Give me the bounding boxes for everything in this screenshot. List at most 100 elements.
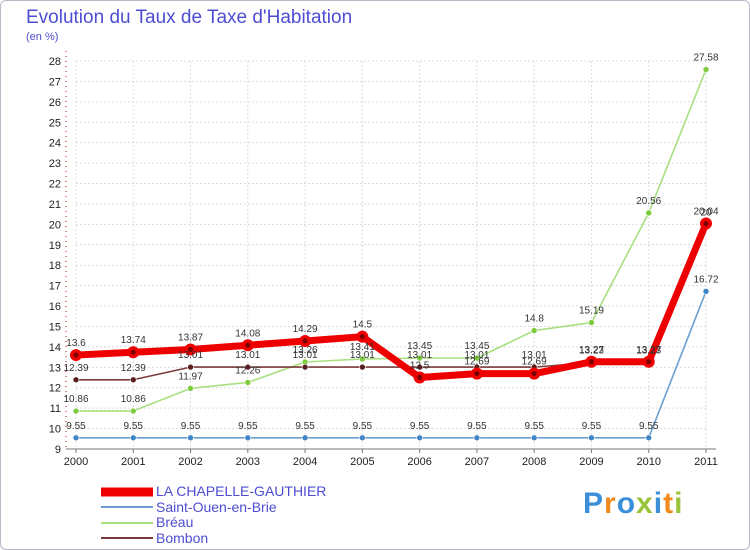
y-tick-label: 22 — [49, 179, 61, 191]
data-point — [129, 407, 137, 415]
series-saint-ouen-en-brie — [72, 288, 710, 442]
data-label: 12.26 — [235, 365, 260, 376]
legend-swatch — [101, 537, 153, 540]
y-tick-label: 15 — [49, 321, 61, 333]
data-point — [588, 319, 595, 326]
data-label: 13.45 — [464, 341, 489, 352]
data-label: 13.27 — [579, 345, 604, 356]
x-tick-label: 2011 — [694, 456, 718, 468]
data-point — [359, 363, 366, 371]
data-label: 20.56 — [636, 196, 661, 207]
legend-label: LA CHAPELLE-GAUTHIER — [156, 483, 327, 499]
y-tick-label: 26 — [49, 97, 61, 109]
data-point — [359, 434, 366, 442]
data-point — [702, 288, 710, 295]
x-tick-label: 2002 — [178, 456, 202, 468]
data-label: 13.01 — [464, 350, 489, 361]
data-point-core — [646, 359, 652, 365]
legend-label: Bréau — [156, 514, 194, 530]
y-tick-label: 19 — [49, 240, 61, 252]
data-label: 9.55 — [353, 421, 373, 432]
axes: 9 10 11 12 13 14 15 16 17 18 19 20 21 22 23 24 25 26 27 28 2… — [49, 51, 718, 468]
logo-letter: o — [616, 487, 637, 520]
y-tick-label: 17 — [49, 281, 61, 293]
data-label: 9.55 — [181, 421, 201, 432]
data-label: 20 — [700, 207, 712, 218]
data-point — [473, 354, 481, 362]
x-tick-label: 2001 — [121, 456, 145, 468]
series-line — [72, 220, 710, 382]
data-point — [301, 434, 309, 442]
data-label: 13.26 — [293, 345, 318, 356]
data-point-core — [703, 221, 709, 227]
data-point-core — [474, 371, 480, 377]
x-tick-label: 2000 — [64, 456, 88, 468]
data-label: 9.55 — [124, 421, 144, 432]
data-point-core — [531, 371, 537, 377]
data-label: 12.69 — [522, 357, 547, 368]
data-label: 9.55 — [295, 421, 315, 432]
x-tick-label: 2008 — [522, 456, 546, 468]
data-point-core — [245, 342, 251, 348]
data-label: 13.01 — [178, 350, 203, 361]
data-label: 13.01 — [235, 350, 260, 361]
data-label: 14.8 — [524, 314, 544, 325]
y-tick-label: 23 — [49, 158, 61, 170]
data-point — [129, 434, 137, 442]
data-point — [129, 376, 137, 384]
data-label: 9.55 — [467, 421, 487, 432]
data-point-core — [302, 338, 308, 344]
y-tick-label: 20 — [49, 219, 61, 231]
y-tick-label: 25 — [49, 117, 61, 129]
proxiti-logo: Proxiti — [583, 487, 683, 521]
logo-letter: i — [653, 487, 664, 520]
data-label: 13.01 — [522, 350, 547, 361]
y-tick-label: 28 — [49, 56, 61, 68]
legend-swatch — [101, 521, 153, 524]
data-label: 12.39 — [63, 363, 88, 374]
data-point — [187, 363, 194, 371]
y-tick-label: 13 — [49, 362, 61, 374]
logo-letter: i — [674, 487, 684, 520]
data-label: 11.97 — [178, 371, 203, 382]
y-tick-label: 14 — [49, 342, 61, 354]
y-tick-label: 16 — [49, 301, 61, 313]
data-label: 14.08 — [235, 328, 260, 339]
data-point — [416, 434, 423, 442]
data-point — [416, 363, 423, 371]
data-point — [702, 66, 710, 73]
y-tick-label: 27 — [49, 76, 61, 88]
y-tick-label: 9 — [55, 444, 61, 456]
data-label: 12.69 — [464, 357, 489, 368]
data-label: 14.29 — [293, 324, 318, 335]
y-tick-label: 24 — [49, 138, 61, 150]
data-label: 9.55 — [582, 421, 602, 432]
grid — [75, 60, 707, 450]
data-label: 12.39 — [121, 363, 146, 374]
data-label: 9.55 — [66, 421, 86, 432]
data-label: 27.58 — [693, 53, 718, 64]
data-point — [530, 327, 538, 334]
data-label: 13.23 — [579, 346, 604, 357]
data-point — [416, 354, 423, 362]
y-tick-label: 18 — [49, 260, 61, 272]
logo-letter: P — [583, 487, 605, 520]
y-tick-label: 21 — [49, 199, 61, 211]
legend-swatch — [101, 487, 153, 497]
data-label: 13.45 — [407, 341, 432, 352]
legend-label: Bombon — [156, 529, 209, 546]
data-point — [588, 434, 595, 442]
data-point-core — [417, 375, 423, 381]
data-point — [244, 434, 252, 442]
x-tick-label: 2005 — [350, 456, 374, 468]
data-label: 13.87 — [178, 333, 203, 344]
data-label: 14.5 — [353, 320, 373, 331]
data-point — [530, 434, 538, 442]
data-label: 16.72 — [693, 274, 718, 285]
data-point — [244, 363, 252, 371]
data-label: 10.86 — [121, 394, 146, 405]
data-label: 13.74 — [121, 335, 146, 346]
data-point — [72, 434, 80, 442]
data-label: 9.55 — [410, 421, 430, 432]
